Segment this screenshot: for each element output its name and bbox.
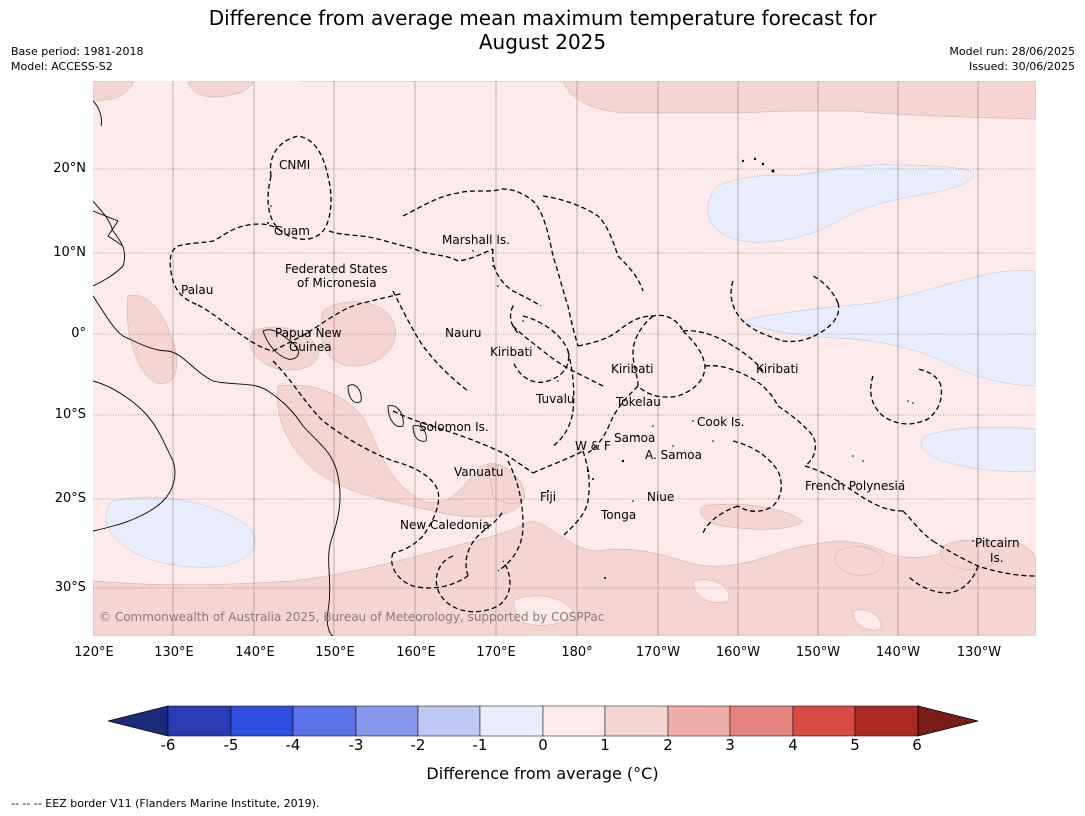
colorbar-arrow-high [917,705,979,737]
lat-label-20s: 20°S [54,491,86,506]
label-png-line2: Guinea [289,340,332,354]
lat-label-10n: 10°N [53,245,86,260]
colorbar [108,705,979,737]
label-palau: Palau [181,283,213,297]
cb-tick-neg6: -6 [160,736,176,754]
lat-label-30s: 30°S [54,580,86,595]
colorbar-bin-4-5 [792,705,856,737]
lon-label-130w: 130°W [956,645,1002,660]
colorbar-bin-neg6-neg5 [167,705,232,737]
cb-tick-6: 6 [912,736,922,754]
label-samoa: Samoa [614,431,655,445]
cool-anomaly-regions [105,164,1036,568]
label-wallis-futuna: W & F [575,439,611,453]
lat-label-0: 0° [71,326,86,341]
eez-footnote: -- -- -- EEZ border V11 (Flanders Marine… [11,797,320,810]
cb-tick-5: 5 [850,736,860,754]
lon-label-180: 180° [561,645,593,660]
label-cnmi: CNMI [279,158,310,172]
title-line-1: Difference from average mean maximum tem… [208,6,877,30]
label-marshall: Marshall Is. [442,233,510,247]
colorbar-bin-3-4 [729,705,794,737]
label-fsm-line2: of Micronesia [297,276,377,290]
lon-label-150e: 150°E [315,645,355,660]
cb-tick-2: 2 [663,736,673,754]
cb-tick-neg2: -2 [410,736,426,754]
lat-label-10s: 10°S [54,407,86,422]
label-cook: Cook Is. [697,415,744,429]
lon-label-170w: 170°W [635,645,681,660]
colorbar-bin-neg2-neg1 [417,705,481,737]
lon-label-140e: 140°E [235,645,275,660]
label-vanuatu: Vanuatu [454,465,504,479]
colorbar-bin-0-1 [542,705,606,737]
label-tuvalu: Tuvalu [535,392,575,406]
lon-label-130e: 130°E [154,645,194,660]
label-nauru: Nauru [445,326,481,340]
label-new-caledonia: New Caledonia [400,518,490,532]
cb-tick-neg1: -1 [472,736,488,754]
copyright-notice: © Commonwealth of Australia 2025, Bureau… [99,610,604,624]
meta-right: Model run: 28/06/2025 Issued: 30/06/2025 [949,44,1075,74]
base-period: Base period: 1981-2018 [11,45,144,58]
lon-label-160e: 160°E [396,645,436,660]
colorbar-bin-neg3-neg2 [355,705,419,737]
map-svg: CNMI Guam Marshall Is. Federated States … [93,81,1036,636]
label-french-polynesia: French Polynesia [805,479,905,493]
label-guam: Guam [274,224,310,238]
cb-tick-3: 3 [725,736,735,754]
label-kiribati-west: Kiribati [490,345,532,359]
title-line-2: August 2025 [478,30,607,54]
label-fiji: Fiji [540,490,556,504]
cb-tick-1: 1 [600,736,610,754]
colorbar-bin-neg4-neg3 [292,705,357,737]
cb-tick-neg4: -4 [285,736,301,754]
issued-date: Issued: 30/06/2025 [968,60,1075,73]
islands [267,157,974,579]
model-name: Model: ACCESS-S2 [11,60,113,73]
label-pitcairn-line1: Pitcairn [975,536,1020,550]
lon-label-120e: 120°E [74,645,114,660]
label-kiribati-central: Kiribati [611,362,653,376]
colorbar-arrow-low [108,705,169,737]
label-niue: Niue [647,490,674,504]
meta-left: Base period: 1981-2018 Model: ACCESS-S2 [11,44,143,74]
label-american-samoa: A. Samoa [645,448,702,462]
colorbar-bin-neg1-0 [479,705,544,737]
label-tonga: Tonga [600,508,636,522]
cb-tick-neg3: -3 [348,736,364,754]
lon-label-140w: 140°W [875,645,921,660]
coastlines [93,100,427,636]
lon-label-170e: 170°E [476,645,516,660]
label-tokelau: Tokelau [615,395,661,409]
latitude-lines [93,168,1036,589]
cb-tick-neg5: -5 [223,736,239,754]
lat-label-20n: 20°N [53,161,86,176]
label-solomon: Solomon Is. [419,420,489,434]
colorbar-bin-1-2 [604,705,669,737]
graticule [172,81,979,636]
colorbar-label: Difference from average (°C) [426,764,659,783]
label-png-line1: Papua New [275,326,342,340]
cb-tick-4: 4 [788,736,798,754]
cb-tick-0: 0 [538,736,548,754]
label-kiribati-east: Kiribati [756,362,798,376]
colorbar-bin-5-6 [854,705,919,737]
forecast-map: CNMI Guam Marshall Is. Federated States … [93,81,1036,636]
model-run: Model run: 28/06/2025 [949,45,1075,58]
label-pitcairn-line2: Is. [990,551,1004,565]
label-fsm-line1: Federated States [285,262,387,276]
chart-title: Difference from average mean maximum tem… [0,6,1085,54]
warm-subregions [512,579,882,631]
colorbar-bin-2-3 [667,705,731,737]
eez-borders [169,135,1036,613]
colorbar-bin-neg5-neg4 [230,705,294,737]
lon-label-160w: 160°W [715,645,761,660]
lon-label-150w: 150°W [795,645,841,660]
